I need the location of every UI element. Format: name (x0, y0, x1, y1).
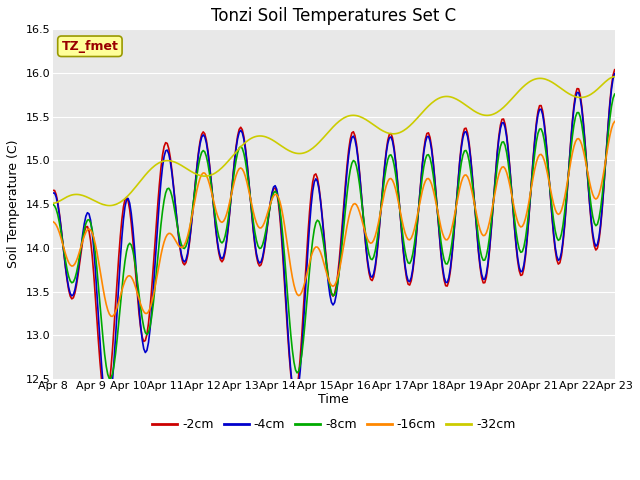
Title: Tonzi Soil Temperatures Set C: Tonzi Soil Temperatures Set C (211, 7, 456, 25)
Y-axis label: Soil Temperature (C): Soil Temperature (C) (7, 140, 20, 268)
Text: TZ_fmet: TZ_fmet (61, 40, 118, 53)
X-axis label: Time: Time (319, 393, 349, 407)
Legend: -2cm, -4cm, -8cm, -16cm, -32cm: -2cm, -4cm, -8cm, -16cm, -32cm (147, 413, 520, 436)
